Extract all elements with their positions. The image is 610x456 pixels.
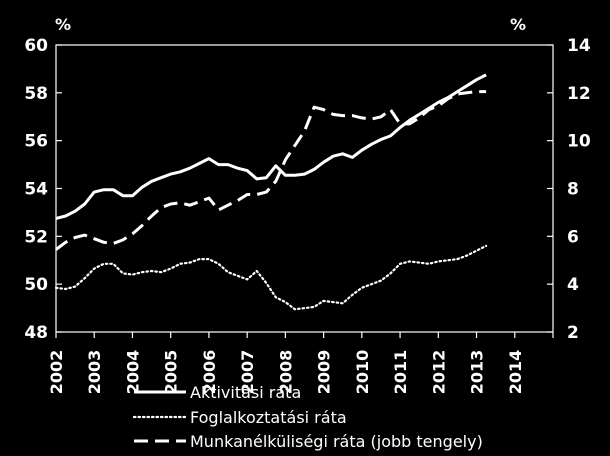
left-tick-label: 54 xyxy=(24,180,48,200)
right-tick-label: 4 xyxy=(567,275,579,295)
x-tick-label: 2007 xyxy=(238,350,257,395)
right-axis-unit: % xyxy=(510,15,526,34)
x-tick-label: 2013 xyxy=(468,350,487,395)
x-tick-label: 2006 xyxy=(200,350,219,395)
right-tick-label: 14 xyxy=(567,36,591,56)
right-tick-label: 12 xyxy=(567,84,591,104)
x-tick-label: 2012 xyxy=(429,350,448,395)
right-tick-label: 8 xyxy=(567,180,579,200)
legend-label-3: Munkanélküliségi ráta (jobb tengely) xyxy=(190,432,483,451)
series-layer xyxy=(54,73,488,311)
legend-label-2: Foglalkoztatási ráta xyxy=(190,408,347,427)
left-tick-label: 58 xyxy=(24,84,48,104)
axes: 48 50 52 54 56 58 60 2 4 6 8 10 12 14 2002 2003 2004 2005… xyxy=(24,36,591,394)
left-tick-label: 56 xyxy=(24,132,48,152)
x-tick-label: 2008 xyxy=(276,350,295,395)
x-tick-label: 2005 xyxy=(162,350,181,395)
x-tick-label: 2010 xyxy=(353,350,372,395)
series-line-2 xyxy=(54,244,488,311)
right-tick-label: 6 xyxy=(567,227,579,247)
x-tick-label: 2002 xyxy=(47,350,66,395)
x-tick-label: 2014 xyxy=(506,350,525,395)
x-tick-label: 2009 xyxy=(315,350,334,395)
legend-label-1: Aktivitási ráta xyxy=(190,383,301,402)
left-tick-label: 52 xyxy=(24,227,48,247)
x-tick-label: 2004 xyxy=(123,350,142,395)
x-tick-label: 2003 xyxy=(85,350,104,395)
right-tick-label: 10 xyxy=(567,132,591,152)
series-line-1 xyxy=(55,73,487,220)
series-line-3 xyxy=(55,90,487,251)
left-axis-unit: % xyxy=(55,15,71,34)
left-tick-label: 50 xyxy=(24,275,48,295)
left-tick-label: 60 xyxy=(24,36,48,56)
left-tick-label: 48 xyxy=(24,323,48,343)
right-tick-label: 2 xyxy=(567,323,579,343)
x-tick-label: 2011 xyxy=(391,350,410,395)
legend: Aktivitási ráta Foglalkoztatási ráta Munka… xyxy=(132,383,483,451)
